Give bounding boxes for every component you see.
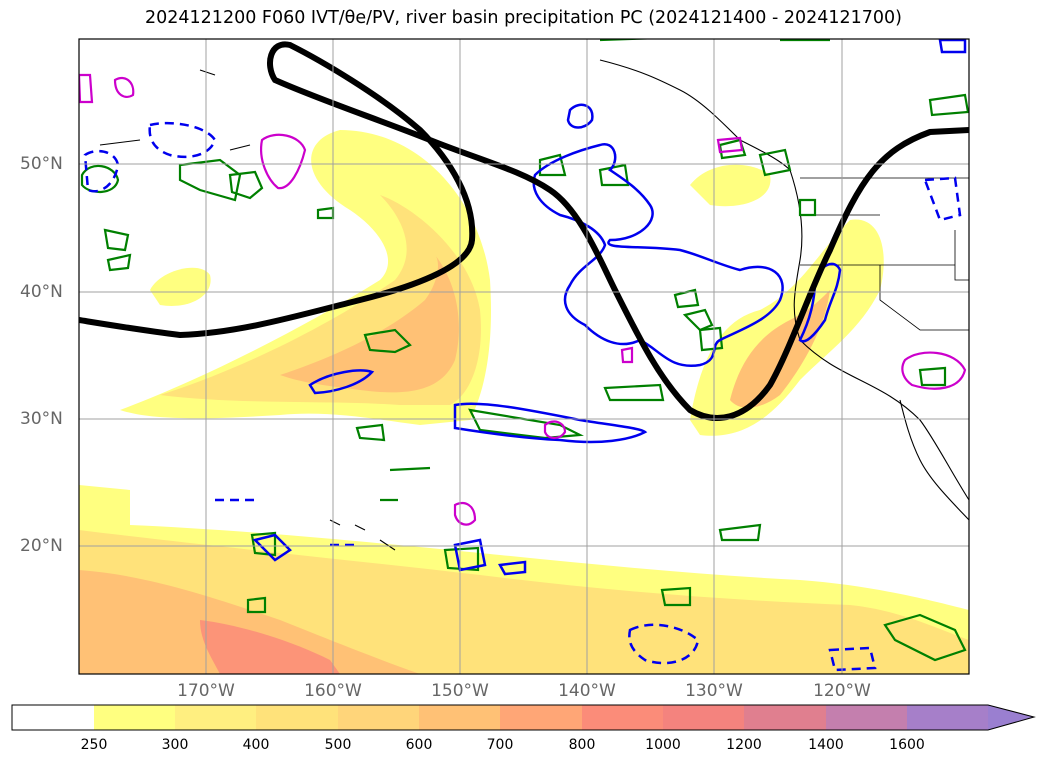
- ivt-blob-small: [150, 267, 211, 306]
- chart-title: 2024121200 F060 IVT/θe/PV, river basin p…: [145, 8, 902, 28]
- blue-dashed-contours: [83, 121, 962, 672]
- blue-west-piece: [308, 369, 375, 395]
- lon-label-170w: 170°W: [177, 681, 235, 701]
- cb-swatch-3: [256, 705, 338, 730]
- cb-swatch-8: [663, 705, 744, 730]
- california-coast: [799, 339, 969, 501]
- cb-swatch-11: [907, 705, 988, 730]
- ivt-plume-north-core: [280, 255, 459, 393]
- ivt-east-core: [730, 290, 830, 408]
- cb-tick-800: 800: [568, 737, 596, 753]
- cb-swatch-7: [582, 705, 663, 730]
- ivt-south-band-peak: [200, 620, 340, 674]
- bc-coast: [789, 169, 803, 341]
- cb-tick-600: 600: [405, 737, 433, 753]
- blue-contours: [252, 39, 967, 576]
- blue-large-region: [532, 142, 784, 368]
- cb-swatch-1: [94, 705, 175, 730]
- gridlines: [79, 39, 969, 674]
- theta-e-contour: [79, 41, 969, 421]
- cb-tick-700: 700: [486, 737, 514, 753]
- hawaii: [329, 519, 396, 551]
- cb-swatch-10: [826, 705, 907, 730]
- ivt-south-band-core: [79, 570, 420, 674]
- lon-label-160w: 160°W: [304, 681, 362, 701]
- cb-tick-1200: 1200: [726, 737, 762, 753]
- cb-swatch-0: [12, 705, 94, 730]
- green-contours: [80, 39, 969, 662]
- inland-border: [954, 230, 969, 281]
- cb-swatch-6: [500, 705, 582, 730]
- cb-extend-arrow: [988, 705, 1034, 730]
- lon-label-120w: 120°W: [813, 681, 871, 701]
- lon-label-150w: 150°W: [431, 681, 489, 701]
- cb-swatch-2: [175, 705, 256, 730]
- cb-tick-1600: 1600: [889, 737, 925, 753]
- cb-tick-1000: 1000: [645, 737, 681, 753]
- plot-frame: [78, 38, 970, 675]
- lon-label-140w: 140°W: [558, 681, 616, 701]
- cb-tick-400: 400: [242, 737, 270, 753]
- ivt-ne-blob: [690, 164, 771, 207]
- cb-tick-300: 300: [161, 737, 189, 753]
- cb-swatch-9: [744, 705, 826, 730]
- aleutians: [99, 69, 251, 151]
- colorbar: [11, 704, 1036, 731]
- cb-tick-250: 250: [80, 737, 108, 753]
- coastlines: [99, 59, 969, 551]
- cb-swatch-4: [338, 705, 419, 730]
- blue-north-blob: [566, 103, 594, 129]
- lat-label-50n: 50°N: [20, 154, 63, 174]
- blue-band: [453, 402, 648, 444]
- cb-swatch-5: [419, 705, 500, 730]
- blue-coast: [798, 262, 842, 343]
- lat-label-40n: 40°N: [20, 282, 63, 302]
- ca-nv-border: [879, 265, 969, 331]
- lat-label-30n: 30°N: [20, 409, 63, 429]
- lon-label-130w: 130°W: [685, 681, 743, 701]
- magenta-contours: [79, 73, 967, 526]
- cb-tick-1400: 1400: [808, 737, 844, 753]
- cb-outline: [11, 704, 1036, 731]
- cb-tick-500: 500: [324, 737, 352, 753]
- lat-label-20n: 20°N: [20, 536, 63, 556]
